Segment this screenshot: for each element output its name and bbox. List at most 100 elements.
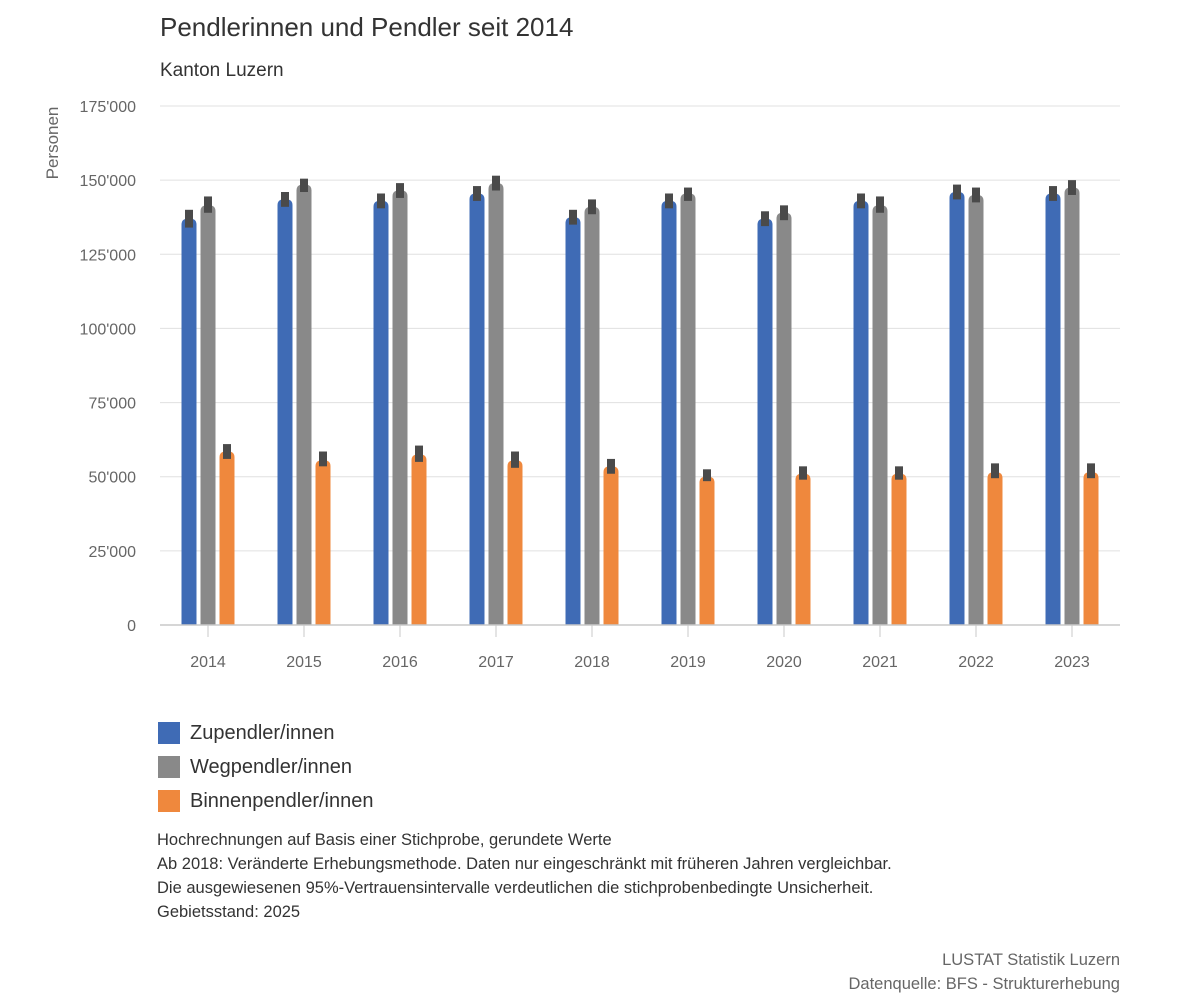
bar-wegpendler[interactable] <box>584 206 600 625</box>
bar-binnenpendler[interactable] <box>603 466 619 625</box>
bar-wegpendler[interactable] <box>968 194 984 625</box>
x-tick-label: 2020 <box>766 654 802 671</box>
y-tick-label: 25'000 <box>88 544 136 561</box>
bar-zupendler[interactable] <box>373 200 389 625</box>
bar-binnenpendler[interactable] <box>987 472 1003 625</box>
legend: Zupendler/innen Wegpendler/innen Binnenp… <box>158 716 374 818</box>
x-tick-label: 2016 <box>382 654 418 671</box>
ci-marker-zupendler <box>953 184 961 200</box>
bars-group <box>181 175 1099 626</box>
note-line: Die ausgewiesenen 95%-Vertrauensinterval… <box>157 879 874 897</box>
chart-subtitle: Kanton Luzern <box>160 60 284 81</box>
bar-binnenpendler[interactable] <box>411 454 427 625</box>
bar-wegpendler[interactable] <box>872 205 888 625</box>
ci-marker-wegpendler <box>396 183 404 198</box>
note-line: Ab 2018: Veränderte Erhebungsmethode. Da… <box>157 855 892 873</box>
ci-marker-binnenpendler <box>319 451 327 467</box>
x-tick-label: 2019 <box>670 654 706 671</box>
legend-item-zupendler[interactable]: Zupendler/innen <box>158 716 374 750</box>
bar-zupendler[interactable] <box>181 218 197 625</box>
legend-swatch-zupendler <box>158 722 180 744</box>
ci-marker-wegpendler <box>1068 180 1076 195</box>
ci-marker-binnenpendler <box>223 444 231 459</box>
y-tick-label: 100'000 <box>80 321 137 338</box>
bar-zupendler[interactable] <box>565 217 581 625</box>
ci-marker-zupendler <box>761 211 769 227</box>
bar-binnenpendler[interactable] <box>315 460 331 625</box>
y-tick-label: 175'000 <box>80 99 137 116</box>
bar-wegpendler[interactable] <box>1064 187 1080 626</box>
ci-marker-zupendler <box>281 192 289 207</box>
bar-wegpendler[interactable] <box>680 193 696 625</box>
ci-marker-wegpendler <box>492 175 500 191</box>
legend-swatch-binnenpendler <box>158 790 180 812</box>
ci-marker-zupendler <box>1049 186 1057 201</box>
ci-marker-zupendler <box>857 193 865 209</box>
note-line: Hochrechnungen auf Basis einer Stichprob… <box>157 831 612 849</box>
bar-zupendler[interactable] <box>1045 193 1061 625</box>
bar-binnenpendler[interactable] <box>219 451 235 625</box>
ci-marker-zupendler <box>473 186 481 201</box>
legend-item-binnenpendler[interactable]: Binnenpendler/innen <box>158 784 374 818</box>
ci-marker-wegpendler <box>300 178 308 193</box>
ci-marker-wegpendler <box>684 187 692 201</box>
legend-label-zupendler: Zupendler/innen <box>190 721 335 744</box>
y-tick-label: 150'000 <box>80 173 137 190</box>
bar-binnenpendler[interactable] <box>507 460 523 625</box>
ci-marker-binnenpendler <box>511 451 519 468</box>
legend-label-binnenpendler: Binnenpendler/innen <box>190 789 374 812</box>
y-tick-label: 125'000 <box>80 247 137 264</box>
legend-label-wegpendler: Wegpendler/innen <box>190 755 352 778</box>
x-tick-label: 2022 <box>958 654 994 671</box>
note-line: Gebietsstand: 2025 <box>157 903 301 921</box>
bar-zupendler[interactable] <box>277 199 293 626</box>
bar-wegpendler[interactable] <box>200 205 216 625</box>
chart-title: Pendlerinnen und Pendler seit 2014 <box>160 12 574 42</box>
bar-zupendler[interactable] <box>853 200 869 625</box>
ci-marker-binnenpendler <box>415 445 423 462</box>
bar-zupendler[interactable] <box>469 193 485 625</box>
y-tick-label: 75'000 <box>88 396 136 413</box>
ci-marker-binnenpendler <box>895 466 903 480</box>
bar-zupendler[interactable] <box>949 192 965 625</box>
x-tick-label: 2018 <box>574 654 610 671</box>
y-axis: 0 25'000 50'000 75'000 100'000 125'000 150'000… <box>80 99 137 635</box>
x-axis: 2014 2015 2016 2017 2018 2019 2020 2021 2022 2023 <box>160 624 1120 671</box>
ci-marker-binnenpendler <box>1087 463 1095 479</box>
ci-marker-binnenpendler <box>991 463 999 479</box>
bar-wegpendler[interactable] <box>392 190 408 625</box>
x-tick-label: 2023 <box>1054 654 1090 671</box>
bar-wegpendler[interactable] <box>296 184 312 625</box>
data-source-credit: Datenquelle: BFS - Strukturerhebung <box>848 975 1121 993</box>
bar-binnenpendler[interactable] <box>1083 472 1099 625</box>
ci-marker-zupendler <box>185 209 193 228</box>
ci-marker-binnenpendler <box>607 458 615 474</box>
bar-binnenpendler[interactable] <box>891 473 907 625</box>
legend-item-wegpendler[interactable]: Wegpendler/innen <box>158 750 374 784</box>
bar-zupendler[interactable] <box>661 200 677 625</box>
ci-marker-wegpendler <box>588 199 596 215</box>
ci-marker-wegpendler <box>780 205 788 221</box>
chart-svg: 0 25'000 50'000 75'000 100'000 125'000 150'000… <box>43 99 1120 671</box>
x-tick-label: 2021 <box>862 654 898 671</box>
legend-swatch-wegpendler <box>158 756 180 778</box>
ci-marker-wegpendler <box>204 196 212 213</box>
ci-marker-binnenpendler <box>703 469 711 482</box>
bar-wegpendler[interactable] <box>488 183 504 625</box>
chart-credits: LUSTAT Statistik Luzern Datenquelle: BFS… <box>849 948 1121 996</box>
y-tick-label: 50'000 <box>88 470 136 487</box>
x-tick-label: 2017 <box>478 654 514 671</box>
ci-marker-zupendler <box>665 193 673 209</box>
x-tick-label: 2015 <box>286 654 322 671</box>
bar-binnenpendler[interactable] <box>699 476 715 625</box>
ci-marker-wegpendler <box>876 196 884 213</box>
x-tick-label: 2014 <box>190 654 226 671</box>
ci-marker-zupendler <box>377 193 385 209</box>
bar-binnenpendler[interactable] <box>795 473 811 625</box>
ci-marker-binnenpendler <box>799 466 807 480</box>
bar-zupendler[interactable] <box>757 218 773 625</box>
y-tick-label: 0 <box>127 618 136 635</box>
chart-notes: Hochrechnungen auf Basis einer Stichprob… <box>157 828 892 924</box>
ci-marker-wegpendler <box>972 187 980 203</box>
bar-wegpendler[interactable] <box>776 212 792 625</box>
